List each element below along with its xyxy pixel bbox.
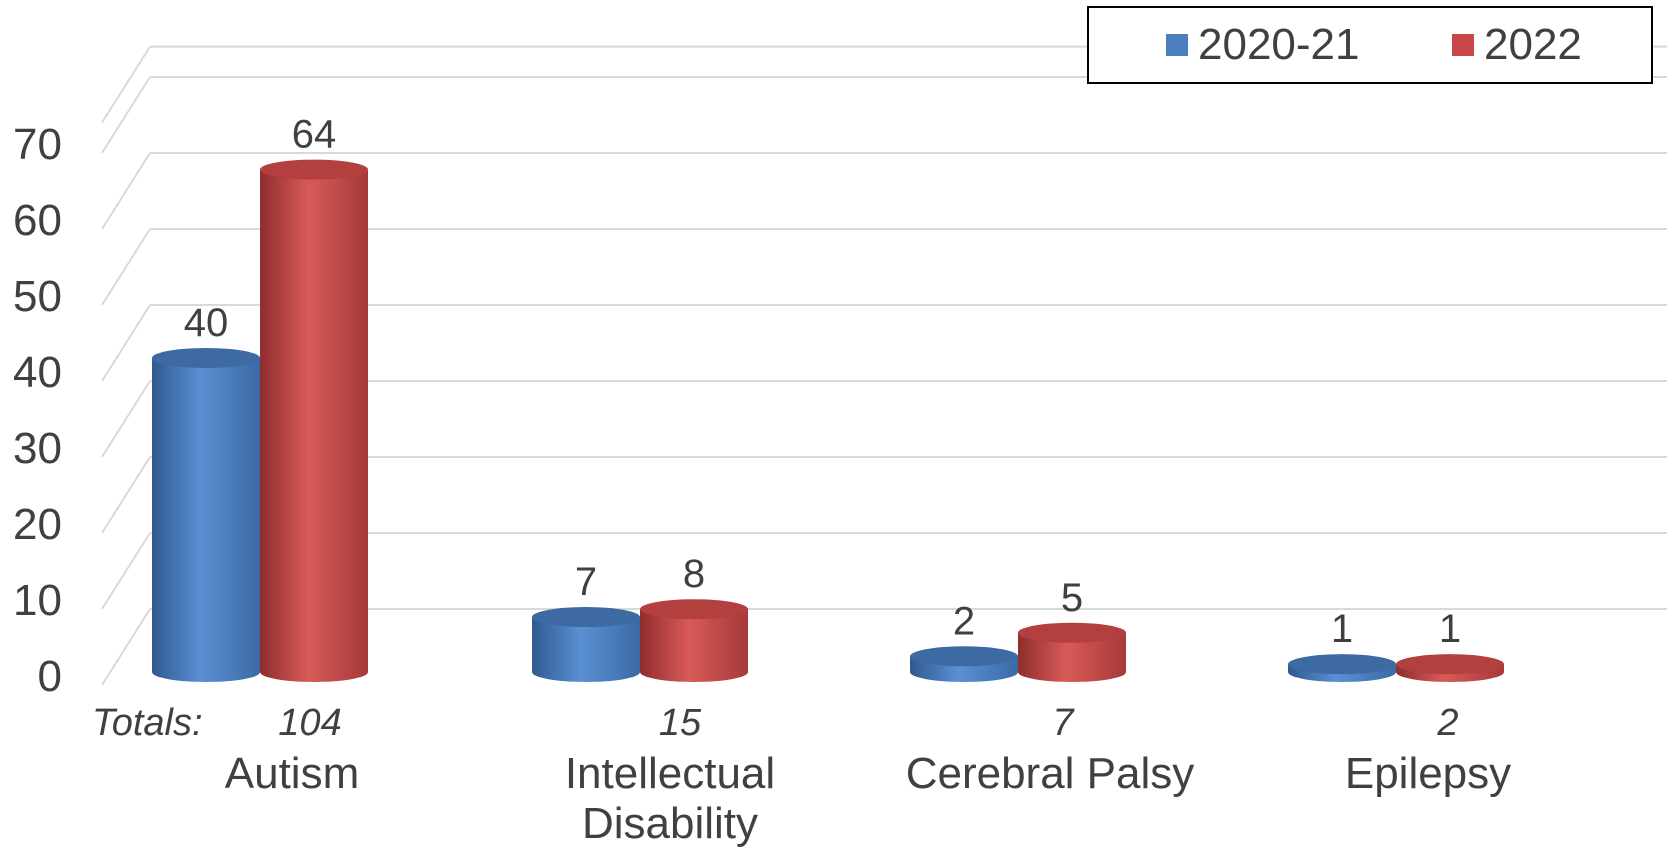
y-tick-label: 60 — [13, 196, 62, 245]
data-label: 1 — [1331, 607, 1353, 651]
gridline-side — [101, 152, 151, 230]
gridline-side — [101, 46, 151, 124]
gridline-side — [101, 456, 151, 534]
category-label: Intellectual Disability — [565, 749, 775, 848]
bar-2020-21-1 — [532, 617, 640, 682]
y-tick-label: 0 — [38, 652, 62, 701]
data-label: 8 — [683, 552, 705, 596]
legend: 2020-21 2022 — [1087, 6, 1653, 84]
bar-2022-2 — [1018, 632, 1126, 682]
gridlines — [101, 45, 1667, 686]
y-tick-label: 10 — [13, 576, 62, 625]
legend-label-2020-21: 2020-21 — [1198, 20, 1359, 69]
category-label: Epilepsy — [1345, 749, 1511, 798]
totals-row: Totals: 104 15 7 2 — [92, 702, 1459, 744]
bar-top-2020-21-3 — [1288, 654, 1396, 675]
total-value: 2 — [1436, 702, 1458, 744]
totals-label: Totals: — [92, 702, 203, 744]
data-label: 2 — [953, 599, 975, 643]
legend-swatch-2020-21 — [1166, 34, 1188, 56]
gridline-side — [101, 380, 151, 458]
total-value: 15 — [659, 702, 702, 744]
category-label: Autism — [225, 749, 359, 798]
data-label: 1 — [1439, 607, 1461, 651]
data-label: 64 — [292, 113, 337, 157]
bar-top-2020-21-2 — [910, 646, 1018, 667]
data-labels: 40 64 7 8 2 5 1 1 — [184, 113, 1461, 652]
gridline-side — [101, 304, 151, 382]
total-value: 104 — [278, 702, 341, 744]
bar-top-2020-21-1 — [532, 607, 640, 628]
y-axis: 0 10 20 30 40 50 60 70 — [13, 120, 62, 701]
bar-top-2022-2 — [1018, 622, 1126, 643]
y-tick-label: 50 — [13, 272, 62, 321]
gridline-side — [101, 532, 151, 610]
bar-2020-21-0 — [152, 358, 260, 682]
data-label: 5 — [1061, 576, 1083, 620]
bar-2022-0 — [260, 169, 368, 683]
gridline-side — [101, 608, 151, 686]
x-axis: Autism Intellectual Disability Cerebral Pal… — [225, 749, 1511, 848]
gridline-side — [101, 228, 151, 306]
legend-swatch-2022 — [1452, 34, 1474, 56]
bar-top-2022-0 — [260, 159, 368, 180]
data-label: 40 — [184, 301, 229, 345]
bar-top-2022-1 — [640, 599, 748, 620]
bars — [152, 159, 1504, 683]
y-tick-label: 70 — [13, 120, 62, 169]
gridline-side — [101, 76, 151, 154]
category-label: Cerebral Palsy — [906, 749, 1195, 798]
bar-top-2020-21-0 — [152, 348, 260, 368]
y-tick-label: 40 — [13, 348, 62, 397]
bar-2022-1 — [640, 609, 748, 682]
y-tick-label: 30 — [13, 424, 62, 473]
y-tick-label: 20 — [13, 500, 62, 549]
data-label: 7 — [575, 560, 597, 604]
total-value: 7 — [1052, 702, 1075, 744]
legend-label-2022: 2022 — [1484, 20, 1582, 69]
bar-top-2022-3 — [1396, 654, 1504, 675]
